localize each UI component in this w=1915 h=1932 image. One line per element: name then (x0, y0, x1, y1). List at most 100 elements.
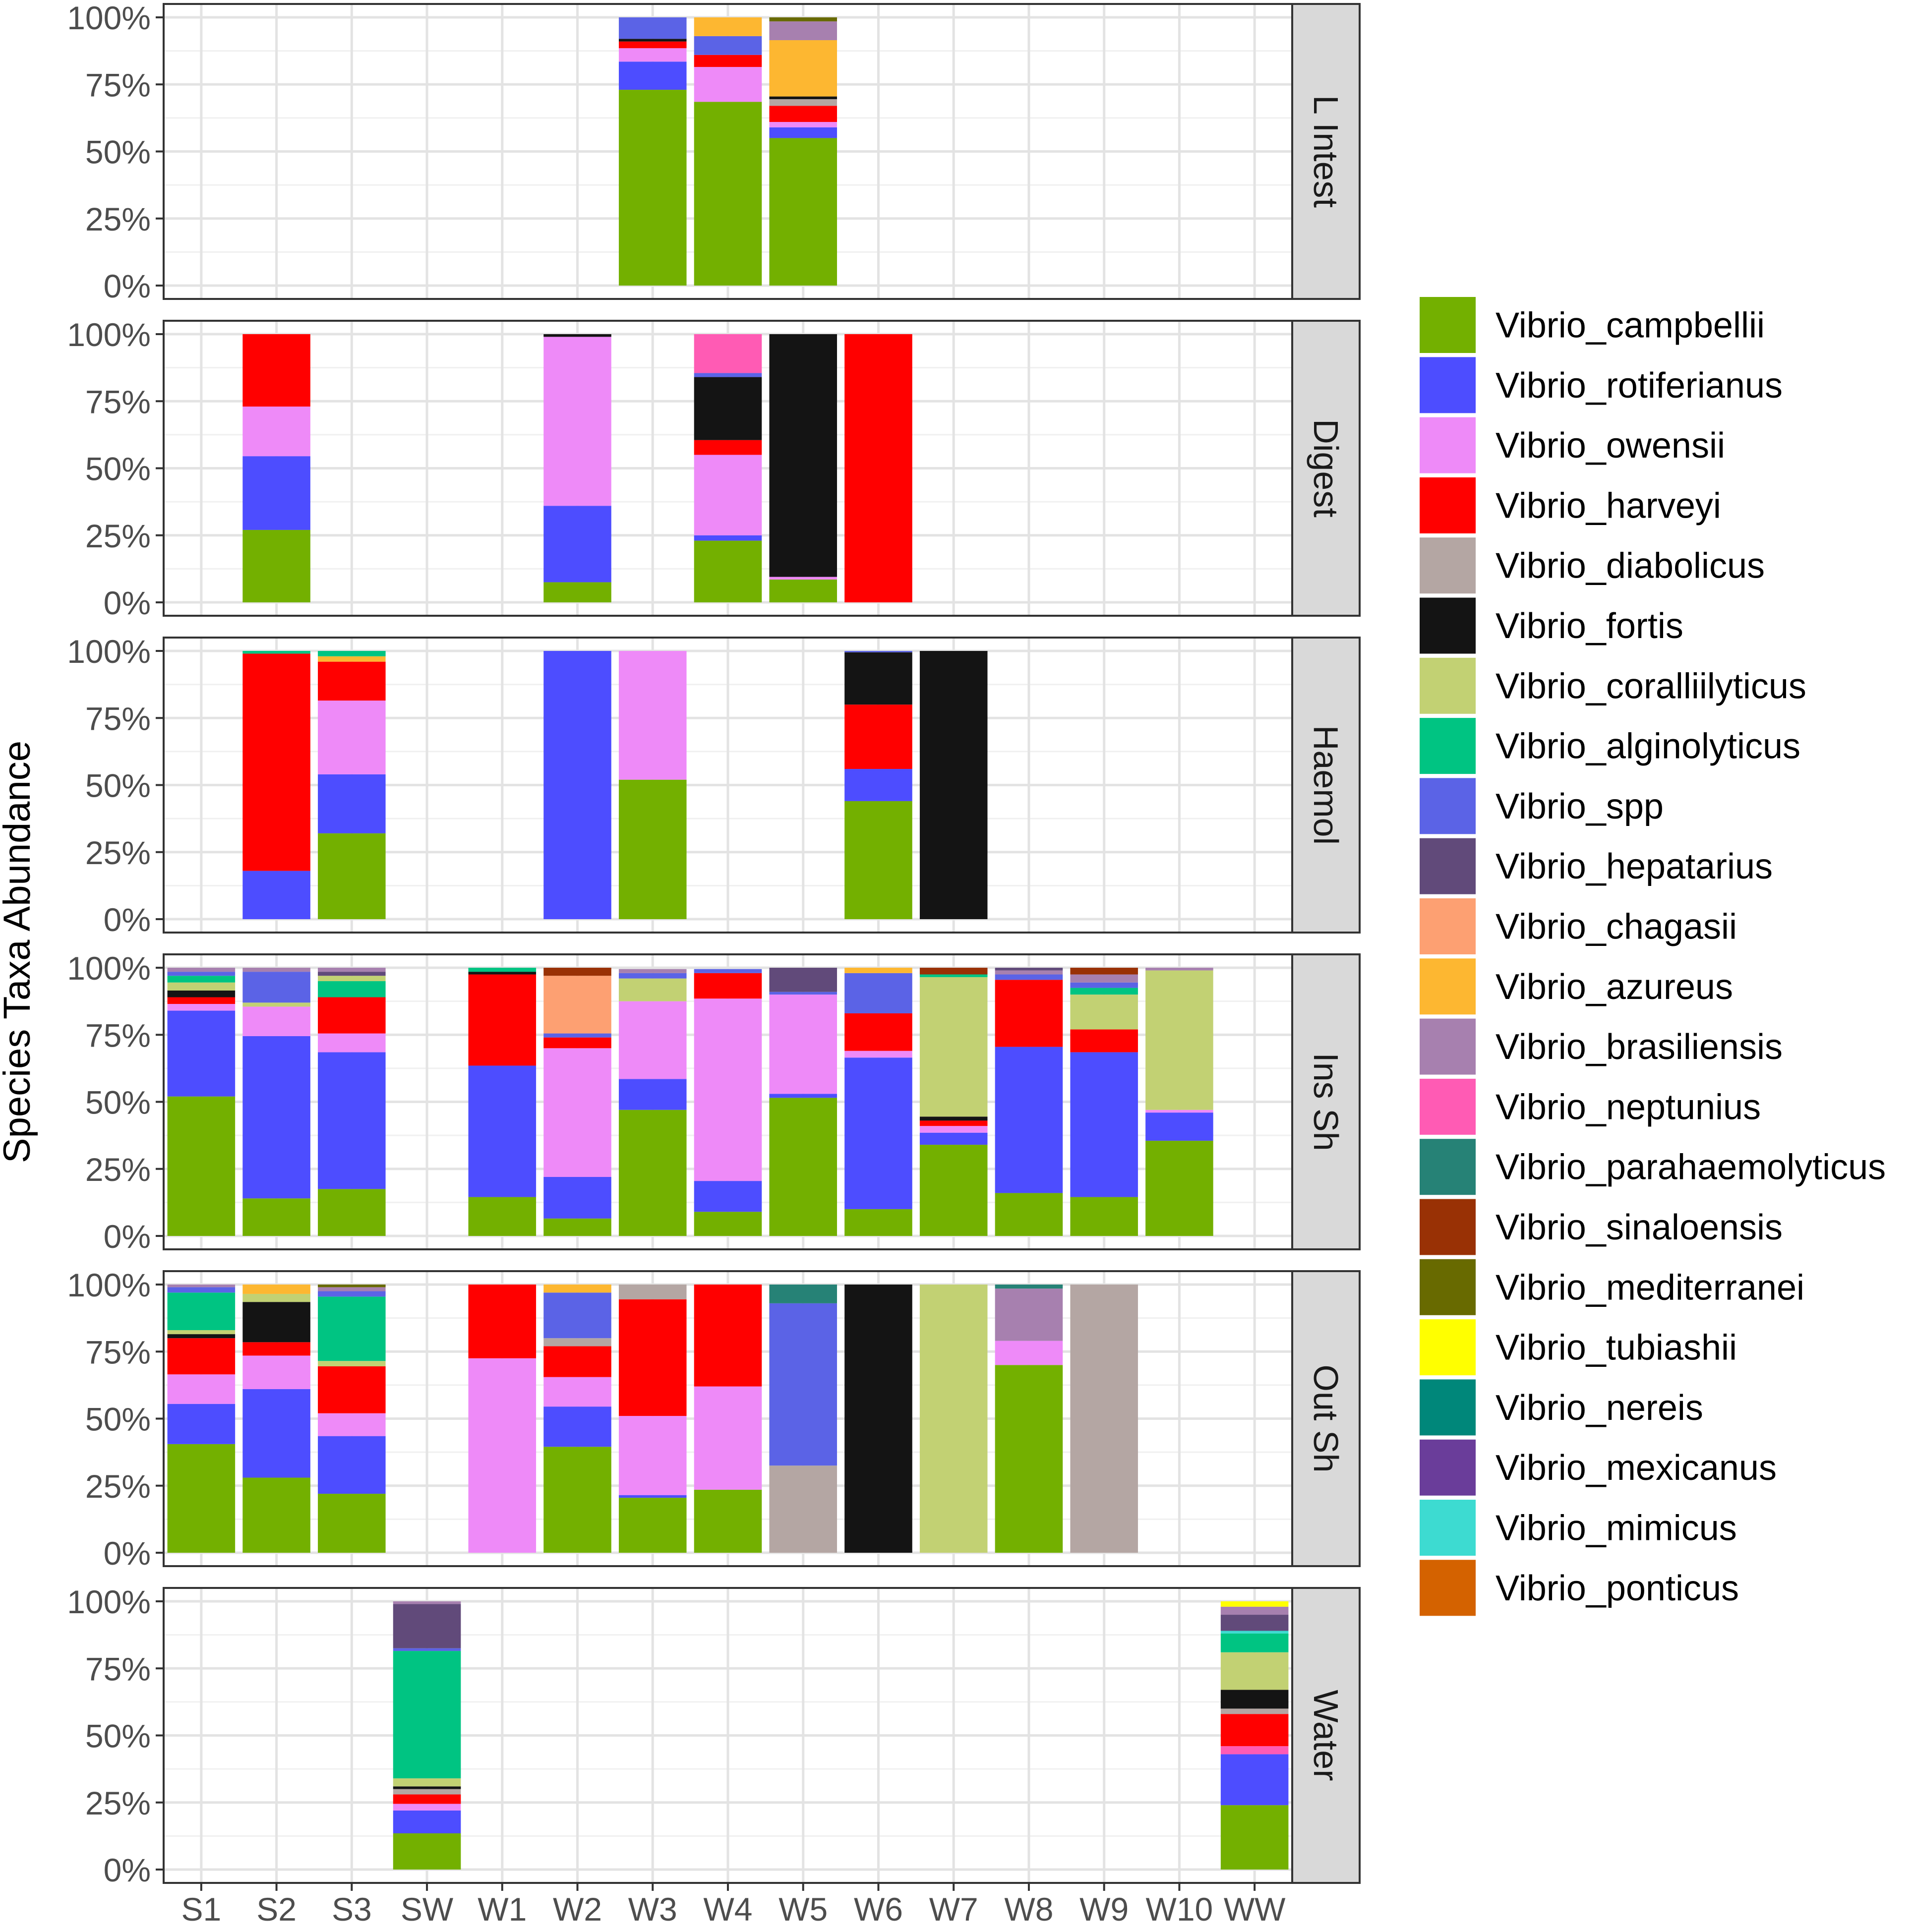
facet-strip (1291, 1270, 1361, 1567)
bar-segment-w6-vibrio_spp (844, 651, 912, 652)
bar-segment-w2-vibrio_rotiferianus (543, 1406, 611, 1447)
bar-segment-w6-vibrio_campbellii (844, 1209, 912, 1236)
bar-segment-w2-vibrio_chagasii (543, 976, 611, 1034)
facet-strip (1291, 1587, 1361, 1884)
bar-segment-w4-vibrio_campbellii (694, 540, 762, 602)
legend-item-vibrio_fortis: Vibrio_fortis (1420, 597, 1683, 654)
bar-segment-w4-vibrio_spp (694, 373, 762, 377)
bar-segment-w1-vibrio_harveyi (468, 1285, 537, 1358)
bar-segment-s3-vibrio_rotiferianus (318, 774, 386, 833)
bar-segment-s3-vibrio_rotiferianus (318, 1052, 386, 1189)
bar-segment-s3-vibrio_brasiliensis (318, 1287, 386, 1291)
bar-segment-w3-vibrio_owensii (618, 1001, 687, 1079)
legend-item-vibrio_mexicanus: Vibrio_mexicanus (1420, 1439, 1777, 1496)
legend-item-vibrio_harveyi: Vibrio_harveyi (1420, 477, 1721, 533)
bar-segment-w2-vibrio_owensii (543, 1048, 611, 1177)
bar-segment-w2-vibrio_owensii (543, 337, 611, 506)
bar-segment-s2-vibrio_harveyi (242, 653, 310, 871)
x-tick-label-w2: W2 (553, 1891, 602, 1928)
bar-segment-w2-vibrio_rotiferianus (543, 506, 611, 583)
bar-segment-w9-vibrio_harveyi (1070, 1029, 1138, 1053)
bar-segment-w7-vibrio_rotiferianus (919, 1132, 988, 1145)
bar-segment-s2-vibrio_alginolyticus (242, 651, 310, 654)
bar-segment-w2-vibrio_spp (543, 1292, 611, 1339)
bar-segment-w3-vibrio_harveyi (618, 41, 687, 49)
bar-segment-s3-vibrio_spp (318, 1291, 386, 1297)
legend-swatch (1420, 297, 1476, 353)
legend-swatch (1420, 1560, 1476, 1616)
bar-segment-ww-vibrio_campbellii (1220, 1805, 1289, 1870)
legend-item-vibrio_neptunius: Vibrio_neptunius (1420, 1078, 1761, 1135)
bar-segment-w9-vibrio_alginolyticus (1070, 988, 1138, 995)
bar-segment-s2-vibrio_azureus (242, 1285, 310, 1294)
bar-segment-w5-vibrio_owensii (769, 577, 838, 580)
y-tick-label: 50% (85, 767, 151, 804)
bar-segment-w5-vibrio_spp (769, 1303, 838, 1466)
bar-segment-ww-vibrio_alginolyticus (1220, 1633, 1289, 1652)
y-tick-label: 0% (104, 268, 151, 304)
bar-segment-w10-vibrio_campbellii (1145, 1140, 1213, 1236)
y-tick-label: 0% (104, 1535, 151, 1572)
bar-segment-w7-vibrio_harveyi (919, 1120, 988, 1126)
bar-segment-s2-vibrio_brasiliensis (242, 968, 310, 972)
facet-strip-label: Ins Sh (1307, 1053, 1345, 1151)
legend-swatch (1420, 1139, 1476, 1195)
bar-segment-w2-vibrio_campbellii (543, 582, 611, 602)
y-tick-label: 75% (85, 700, 151, 737)
bar-segment-w3-vibrio_campbellii (618, 779, 687, 919)
y-tick-label: 0% (104, 1852, 151, 1888)
bar-segment-w2-vibrio_owensii (543, 1377, 611, 1407)
bar-segment-w10-vibrio_rotiferianus (1145, 1112, 1213, 1141)
legend-swatch (1420, 1439, 1476, 1496)
bar-segment-s1-vibrio_harveyi (167, 997, 236, 1004)
bar-segment-w5-vibrio_owensii (769, 121, 838, 127)
x-tick-label-w8: W8 (1004, 1891, 1053, 1928)
y-tick-label: 25% (85, 201, 151, 237)
bar-segment-w8-vibrio_campbellii (995, 1193, 1063, 1236)
bar-segment-w3-vibrio_owensii (618, 48, 687, 62)
legend-label: Vibrio_campbellii (1496, 306, 1765, 346)
bar-segment-w4-vibrio_harveyi (694, 440, 762, 455)
bar-segment-s3-vibrio_campbellii (318, 1493, 386, 1553)
legend-swatch (1420, 1259, 1476, 1315)
y-tick-label: 25% (85, 1468, 151, 1505)
legend-swatch (1420, 1500, 1476, 1556)
x-tick-label-w7: W7 (929, 1891, 978, 1928)
bar-segment-w9-vibrio_campbellii (1070, 1197, 1138, 1236)
legend-label: Vibrio_harveyi (1496, 486, 1721, 526)
x-tick-label-w3: W3 (628, 1891, 677, 1928)
y-tick-label: 25% (85, 1785, 151, 1821)
bar-segment-w3-vibrio_harveyi (618, 1299, 687, 1416)
legend-swatch (1420, 898, 1476, 954)
bar-segment-w6-vibrio_owensii (844, 1051, 912, 1058)
panel-out-sh: 0% 25% 50% 75% 100% Out Sh (67, 1267, 1361, 1572)
legend-item-vibrio_ponticus: Vibrio_ponticus (1420, 1560, 1739, 1616)
y-tick-label: 100% (67, 316, 151, 353)
bar-segment-w9-vibrio_coralliilyticus (1070, 995, 1138, 1030)
bar-segment-w6-vibrio_rotiferianus (844, 769, 912, 801)
y-tick-label: 50% (85, 1718, 151, 1755)
legend-swatch (1420, 417, 1476, 473)
bar-segment-w6-vibrio_fortis (844, 1285, 912, 1553)
bar-segment-sw-vibrio_campbellii (393, 1833, 461, 1870)
bar-segment-ww-vibrio_mimicus (1220, 1631, 1289, 1634)
x-tick-label-sw: SW (401, 1891, 454, 1928)
bar-segment-s1-vibrio_alginolyticus (167, 1292, 236, 1330)
legend-label: Vibrio_alginolyticus (1496, 727, 1800, 766)
bar-segment-sw-vibrio_hepatarius (393, 1604, 461, 1648)
bar-segment-w7-vibrio_coralliilyticus (919, 1285, 988, 1553)
bar-segment-w4-vibrio_neptunius (694, 334, 762, 373)
bar-segment-w3-vibrio_campbellii (618, 1498, 687, 1553)
legend-item-vibrio_hepatarius: Vibrio_hepatarius (1420, 838, 1773, 894)
bar-segment-s3-vibrio_owensii (318, 1033, 386, 1053)
bar-segment-w5-vibrio_owensii (769, 995, 838, 1094)
legend-label: Vibrio_hepatarius (1496, 847, 1773, 886)
bar-segment-s2-vibrio_harveyi (242, 1342, 310, 1356)
bar-segment-w4-vibrio_rotiferianus (694, 535, 762, 541)
panel-ins-sh: 0% 25% 50% 75% 100% Ins Sh (67, 950, 1361, 1255)
y-tick-label: 75% (85, 1017, 151, 1054)
panel-haemol: 0% 25% 50% 75% 100% Haemol (67, 633, 1361, 938)
bar-segment-ww-vibrio_coralliilyticus (1220, 1652, 1289, 1690)
bar-segment-s2-vibrio_fortis (242, 1302, 310, 1343)
